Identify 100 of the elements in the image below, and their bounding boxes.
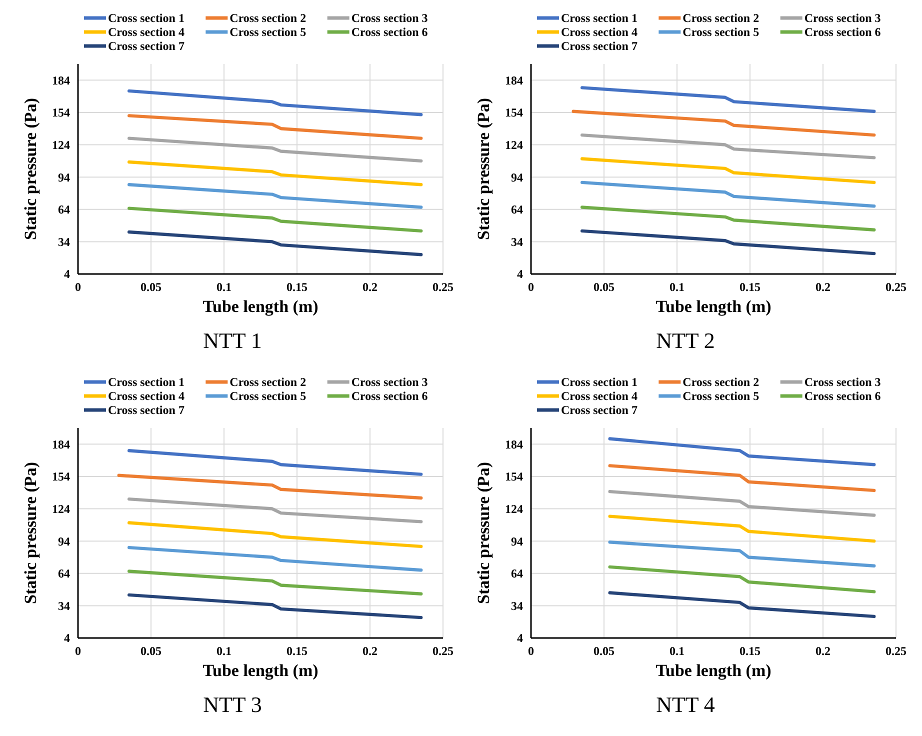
legend-label: Cross section 5 bbox=[682, 389, 760, 404]
y-tick-label: 154 bbox=[505, 470, 523, 484]
x-tick-label: 0.2 bbox=[362, 280, 378, 294]
y-tick-label: 4 bbox=[64, 631, 70, 646]
line-series bbox=[128, 546, 423, 572]
line-series bbox=[580, 157, 876, 184]
x-axis-title: Tube length (m) bbox=[202, 297, 318, 316]
y-tick-label: 34 bbox=[58, 598, 70, 613]
y-tick-label: 64 bbox=[58, 566, 70, 581]
line-series bbox=[128, 449, 423, 476]
legend-label: Cross section 6 bbox=[351, 389, 428, 404]
y-tick-label: 154 bbox=[52, 470, 70, 484]
legend-label: Cross section 2 bbox=[682, 375, 760, 390]
line-series bbox=[128, 497, 423, 524]
legend-label: Cross section 2 bbox=[682, 11, 760, 26]
y-tick-label: 124 bbox=[52, 502, 70, 516]
line-series bbox=[117, 474, 423, 500]
y-tick-label: 64 bbox=[511, 566, 523, 581]
y-tick-label: 94 bbox=[58, 534, 70, 548]
x-tick-label: 0 bbox=[75, 644, 81, 658]
x-tick-label: 0.15 bbox=[286, 280, 308, 294]
x-axis-title: Tube length (m) bbox=[656, 297, 772, 316]
y-axis-title: Static pressure (Pa) bbox=[21, 98, 40, 240]
x-axis-title: Tube length (m) bbox=[656, 661, 772, 680]
legend-label: Cross section 1 bbox=[108, 375, 184, 390]
line-series bbox=[608, 591, 876, 618]
legend-label: Cross section 3 bbox=[804, 11, 881, 26]
line-series bbox=[128, 206, 423, 233]
line-series bbox=[580, 133, 876, 160]
x-tick-label: 0 bbox=[528, 280, 534, 294]
y-tick-label: 94 bbox=[511, 170, 523, 184]
x-tick-label: 0.2 bbox=[816, 644, 830, 658]
legend-label: Cross section 4 bbox=[108, 389, 184, 404]
line-series bbox=[608, 540, 876, 568]
x-tick-label: 0.1 bbox=[670, 644, 684, 658]
x-tick-label: 0.25 bbox=[886, 644, 906, 658]
y-axis-title: Static pressure (Pa) bbox=[21, 462, 40, 604]
line-series bbox=[580, 86, 876, 113]
y-tick-label: 154 bbox=[52, 106, 70, 120]
legend-label: Cross section 4 bbox=[108, 25, 184, 40]
y-tick-label: 124 bbox=[505, 138, 523, 152]
legend-label: Cross section 3 bbox=[804, 375, 881, 390]
line-series bbox=[128, 183, 423, 209]
text: NTT 3 bbox=[203, 692, 262, 717]
legend-label: Cross section 6 bbox=[804, 389, 881, 404]
x-tick-label: 0.05 bbox=[594, 644, 614, 658]
y-tick-label: 4 bbox=[517, 631, 523, 646]
legend-label: Cross section 5 bbox=[682, 25, 760, 40]
line-series bbox=[128, 521, 423, 548]
y-tick-label: 124 bbox=[52, 138, 70, 152]
x-tick-label: 0 bbox=[75, 280, 81, 294]
y-tick-label: 184 bbox=[52, 437, 70, 452]
legend-label: Cross section 1 bbox=[561, 11, 638, 26]
legend-label: Cross section 7 bbox=[108, 39, 184, 54]
y-tick-label: 4 bbox=[517, 267, 523, 282]
y-axis-title: Static pressure (Pa) bbox=[474, 462, 493, 604]
legend-label: Cross section 6 bbox=[351, 25, 428, 40]
x-tick-label: 0.1 bbox=[216, 280, 232, 294]
x-tick-label: 0.2 bbox=[816, 280, 830, 294]
y-tick-label: 64 bbox=[511, 202, 523, 217]
line-series bbox=[128, 230, 423, 256]
x-tick-label: 0.05 bbox=[594, 280, 614, 294]
line-series bbox=[608, 464, 876, 492]
legend-label: Cross section 7 bbox=[561, 39, 638, 54]
text: NTT 1 bbox=[203, 328, 262, 353]
x-tick-label: 0.05 bbox=[140, 644, 162, 658]
line-series bbox=[608, 490, 876, 517]
y-axis-title: Static pressure (Pa) bbox=[474, 98, 493, 240]
x-tick-label: 0.15 bbox=[740, 280, 760, 294]
y-tick-label: 94 bbox=[58, 170, 70, 184]
y-tick-label: 124 bbox=[505, 502, 523, 516]
line-series bbox=[128, 114, 423, 140]
y-tick-label: 184 bbox=[505, 73, 523, 88]
line-series bbox=[128, 136, 423, 163]
x-tick-label: 0.25 bbox=[432, 280, 454, 294]
legend-label: Cross section 7 bbox=[561, 403, 638, 418]
legend-label: Cross section 1 bbox=[561, 375, 638, 390]
line-series bbox=[608, 565, 876, 594]
x-tick-label: 0.25 bbox=[886, 280, 906, 294]
x-tick-label: 0.25 bbox=[432, 644, 454, 658]
x-axis-title: Tube length (m) bbox=[202, 661, 318, 680]
legend-label: Cross section 3 bbox=[351, 11, 428, 26]
line-series bbox=[580, 206, 876, 232]
line-series bbox=[580, 229, 876, 256]
legend-label: Cross section 1 bbox=[108, 11, 184, 26]
x-tick-label: 0.1 bbox=[670, 280, 684, 294]
legend-label: Cross section 2 bbox=[230, 11, 306, 26]
legend-label: Cross section 5 bbox=[230, 25, 306, 40]
text: NTT 4 bbox=[656, 692, 715, 717]
y-tick-label: 4 bbox=[64, 267, 70, 282]
line-series bbox=[128, 160, 423, 186]
legend-label: Cross section 7 bbox=[108, 403, 184, 418]
x-tick-label: 0.1 bbox=[216, 644, 232, 658]
line-series bbox=[608, 437, 876, 466]
line-series bbox=[128, 89, 423, 116]
y-tick-label: 34 bbox=[58, 234, 70, 249]
line-series bbox=[128, 570, 423, 596]
legend-label: Cross section 4 bbox=[561, 25, 638, 40]
line-series bbox=[580, 180, 876, 208]
legend-label: Cross section 6 bbox=[804, 25, 881, 40]
